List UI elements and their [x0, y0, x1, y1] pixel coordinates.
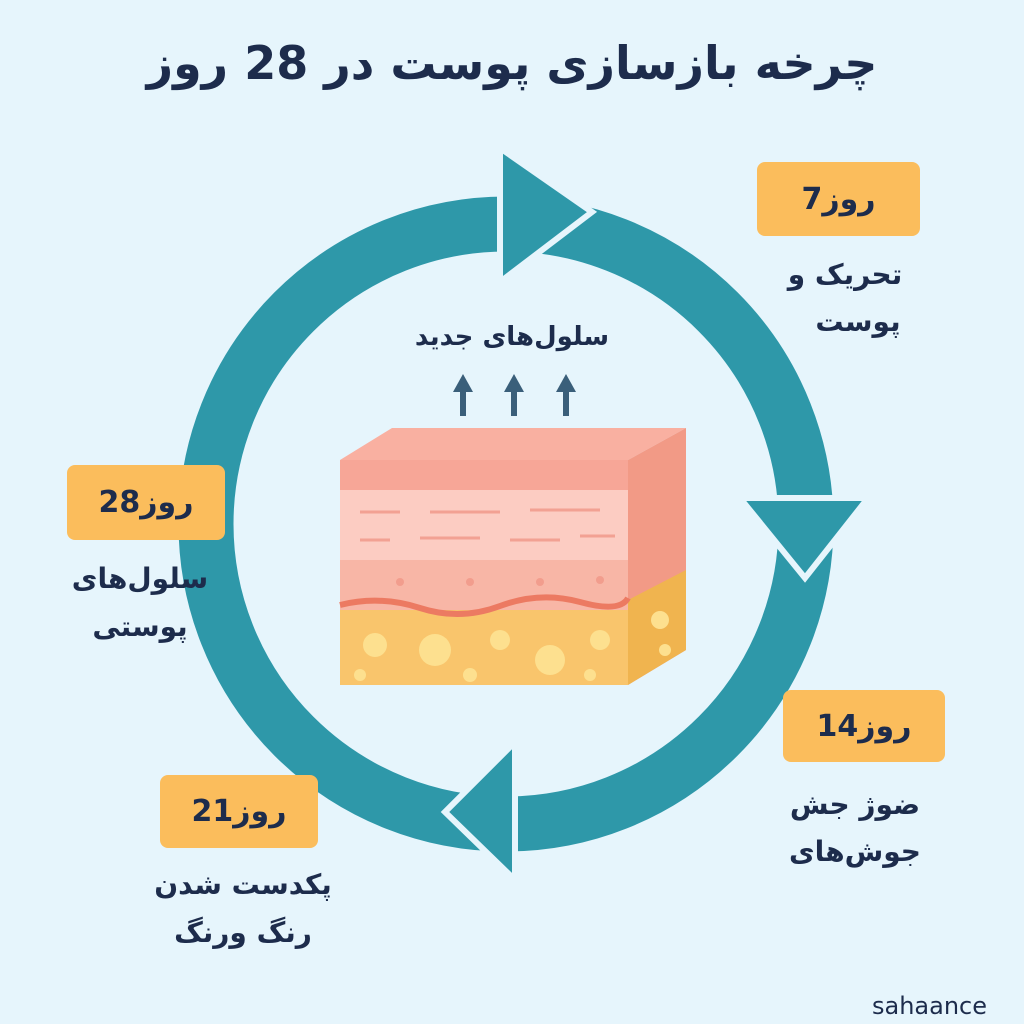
arrow-head: [733, 495, 875, 583]
skin-block: [339, 428, 686, 685]
stage-text: جوش‌های: [789, 835, 921, 868]
stage-badge: روز28: [67, 465, 225, 540]
stage-text: پوستی: [92, 610, 188, 643]
up-arrows: [453, 374, 576, 416]
arrow-head: [440, 734, 518, 888]
stage-text: رنگ ورنگ: [174, 916, 312, 949]
stage-text: تحریک و: [787, 258, 903, 291]
stage-text: سلول‌های: [71, 562, 209, 595]
stage-badge: روز14: [783, 690, 945, 762]
stage-text: ضوژ جش: [789, 788, 921, 821]
arrow-head: [497, 142, 598, 289]
watermark: sahaance: [872, 992, 988, 1020]
stage-text: پوست: [815, 305, 901, 338]
stage-text: پکدست شدن: [154, 868, 332, 901]
center-label: سلول‌های جدید: [414, 322, 610, 352]
stage-badge: روز21: [160, 775, 318, 848]
title: چرخه بازسازی پوست در 28 روز: [146, 36, 878, 90]
stage-badge: روز7: [757, 162, 920, 236]
